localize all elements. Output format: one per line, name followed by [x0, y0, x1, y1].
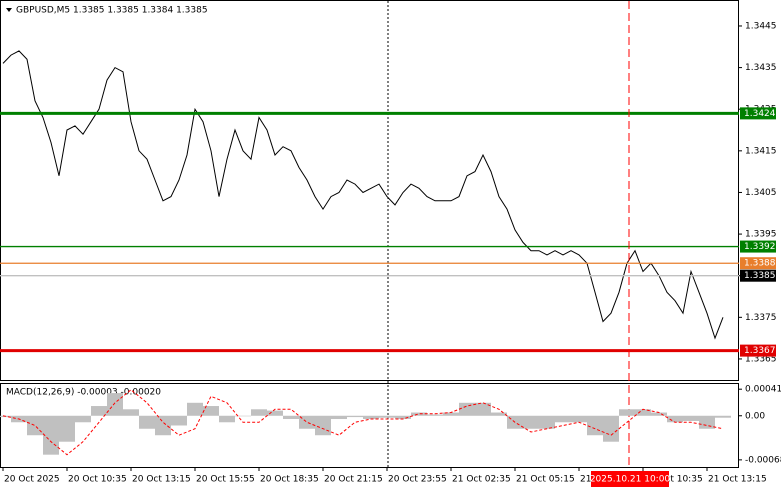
histogram-bar [411, 412, 427, 416]
signal-line [2, 389, 724, 456]
histogram-bar [715, 415, 731, 418]
histogram-bar [427, 414, 443, 416]
histogram-bar [267, 410, 283, 416]
x-tick-label: 20 Oct 18:35 [260, 475, 319, 485]
histogram-bar [75, 415, 91, 423]
x-tick-label: 20 Oct 10:35 [68, 475, 127, 485]
price-panel [0, 0, 739, 381]
histogram-bar [363, 415, 379, 420]
level-label-bg [740, 269, 776, 282]
histogram-bar [651, 412, 667, 416]
histogram-bar [475, 402, 491, 416]
x-tick-label: 21 Oct 02:35 [452, 475, 511, 485]
histogram-bar [619, 409, 635, 416]
menu-icon [6, 8, 12, 12]
y-tick-label: 1.3435 [745, 63, 777, 73]
x-tick-label: 20 Oct 21:15 [324, 475, 383, 485]
x-tick-label: 20 Oct 23:55 [388, 475, 447, 485]
chart-title: GBPUSD,M5 1.3385 1.3385 1.3384 1.3385 [16, 6, 208, 16]
level-label-bg [740, 344, 776, 357]
histogram-bar [299, 415, 315, 429]
histogram-bar [203, 406, 219, 416]
histogram-bar [315, 415, 331, 436]
histogram-bar [171, 415, 187, 426]
histogram-bar [187, 402, 203, 416]
level-label-bg [740, 257, 776, 270]
x-tick-label: 21 Oct 10:35 [644, 475, 703, 485]
histogram-bar [219, 415, 235, 423]
histogram-bar [523, 415, 539, 429]
histogram-bar [139, 415, 155, 429]
histogram-bar [395, 415, 411, 420]
histogram-bar [443, 412, 459, 416]
histogram-bar [539, 415, 555, 429]
histogram-bar [251, 409, 267, 416]
histogram-bar [667, 415, 683, 423]
x-tick-label: 20 Oct 13:15 [132, 475, 191, 485]
histogram-bar [91, 406, 107, 416]
level-label: 1.3392 [744, 242, 776, 252]
y-tick-label: 1.3415 [745, 146, 777, 156]
histogram-bar [123, 409, 139, 416]
histogram-bar [683, 415, 699, 421]
histogram-bar [635, 409, 651, 416]
histogram-bar [491, 412, 507, 416]
y-tick-label: 1.3395 [745, 230, 777, 240]
x-tick-label: 21 Oct 13:15 [708, 475, 767, 485]
x-tick-label: 20 Oct 15:55 [196, 475, 255, 485]
level-label-bg [740, 240, 776, 253]
x-tick-label: 20 Oct 2025 [4, 475, 60, 485]
y-tick-label: 1.3445 [745, 21, 777, 31]
level-label: 1.3388 [744, 259, 776, 269]
level-label: 1.3385 [744, 271, 776, 281]
histogram-bar [347, 415, 363, 418]
histogram-bar [155, 415, 171, 436]
y-tick-label: 0.00 [745, 411, 765, 421]
x-tick-label: 21 Oct 05:15 [516, 475, 575, 485]
histogram-bar [379, 415, 395, 418]
y-tick-label: 1.3375 [745, 313, 777, 323]
crosshair-label: 2025.10.21 10:00 [590, 475, 671, 485]
level-label-bg [740, 107, 776, 120]
histogram-bar [59, 415, 75, 442]
y-tick-label: 0.00041 [745, 385, 781, 395]
level-label: 1.3424 [744, 109, 776, 119]
histogram-bar [107, 393, 123, 416]
macd-title: MACD(12,26,9) -0.00003 -0.00020 [6, 388, 161, 398]
y-tick-label: -0.00068 [745, 455, 781, 465]
price-line [2, 50, 724, 340]
histogram-bar [587, 415, 603, 436]
histogram-bar [459, 402, 475, 416]
histogram-bar [27, 415, 43, 436]
histogram-bar [571, 415, 587, 423]
macd-panel [0, 383, 739, 468]
y-tick-label: 1.3365 [745, 354, 777, 364]
histogram-bar [43, 415, 59, 455]
histogram-bar [603, 415, 619, 442]
crosshair-label-bg [591, 471, 669, 487]
level-label: 1.3367 [744, 346, 776, 356]
histogram-bar [283, 415, 299, 420]
histogram-bar [555, 415, 571, 423]
histogram-bar [235, 415, 251, 417]
y-tick-label: 1.3405 [745, 188, 777, 198]
histogram-bar [699, 415, 715, 429]
histogram-bar [331, 415, 347, 420]
